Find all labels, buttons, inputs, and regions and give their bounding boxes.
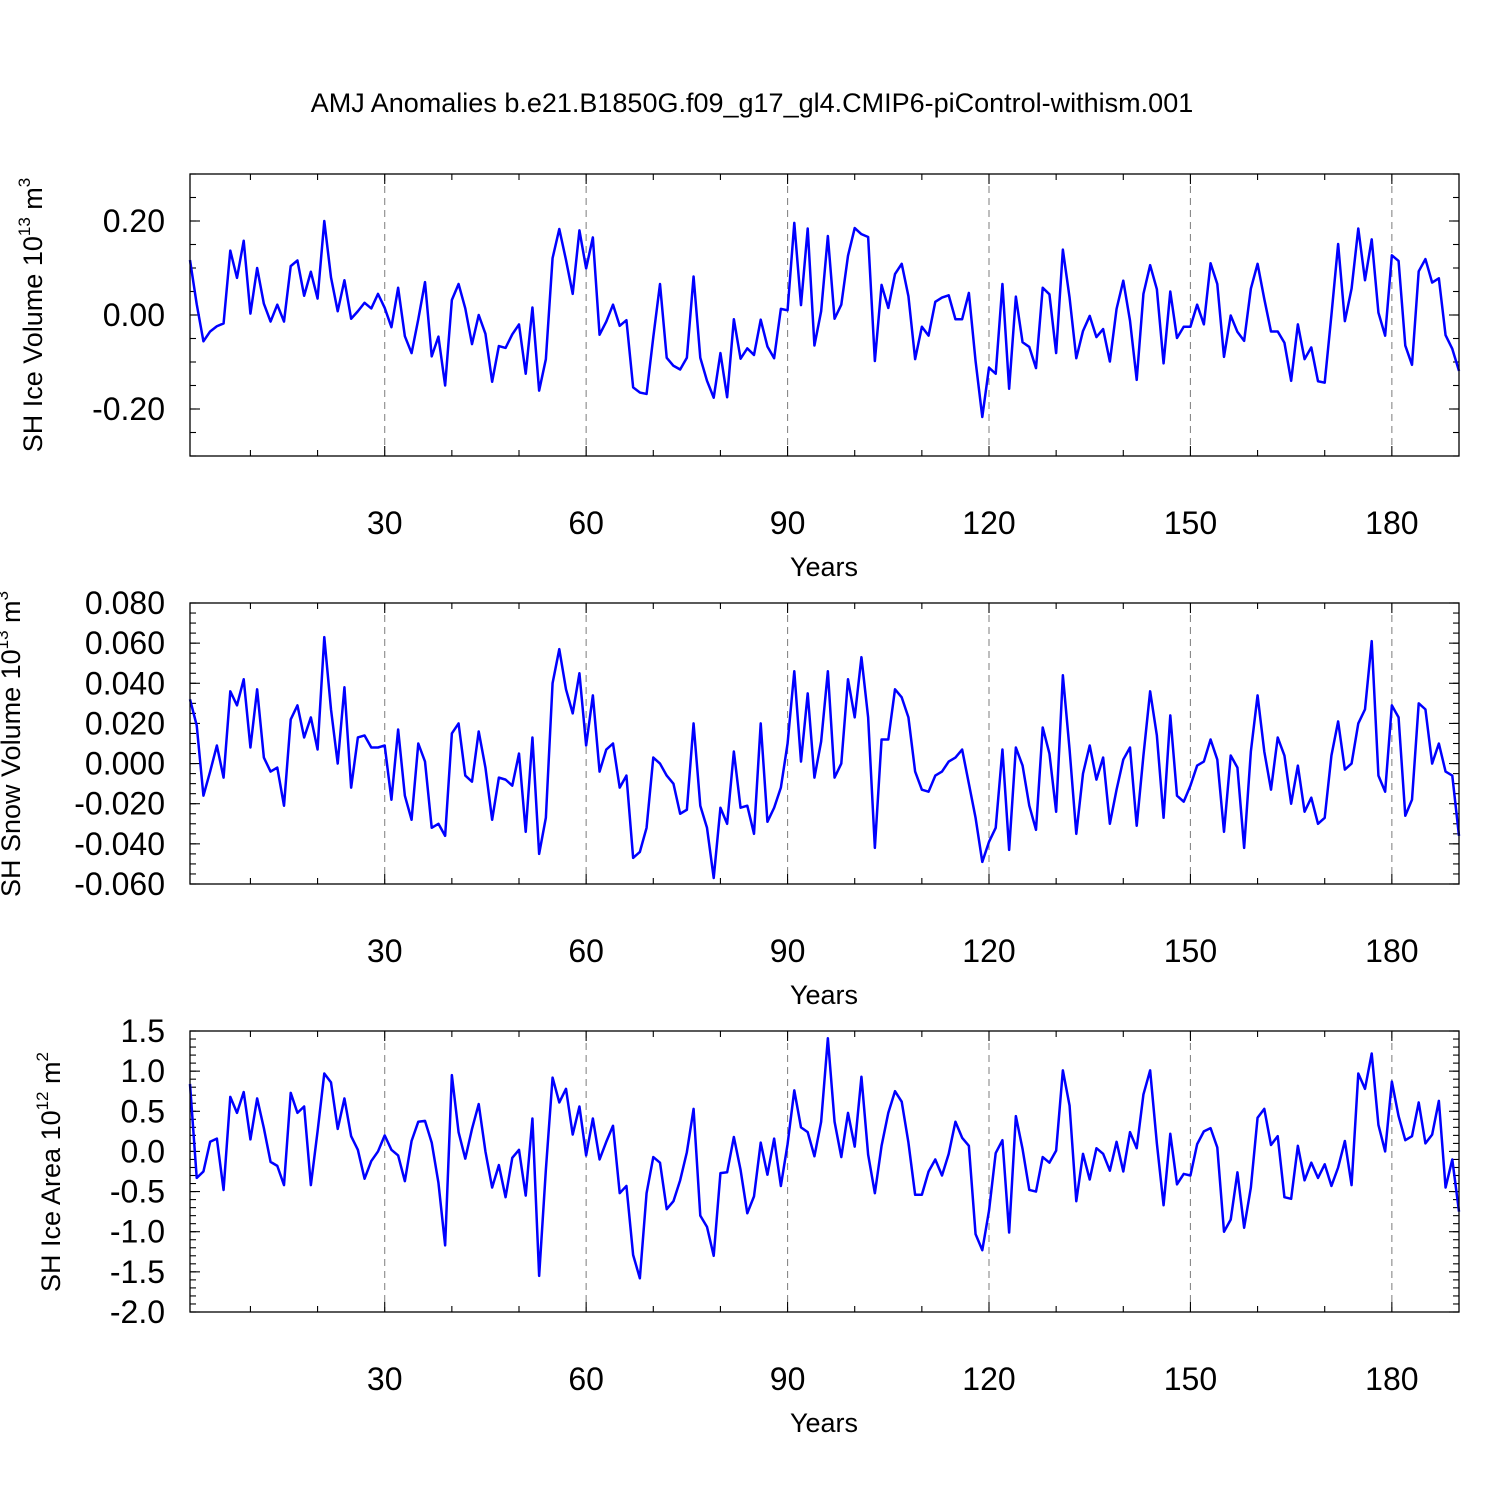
panel-snow-volume-frame <box>189 602 1460 885</box>
panel-snow-volume-series-line <box>188 635 1461 880</box>
panel-ice-volume-frame <box>189 173 1460 457</box>
panel-ice-volume-x-tick-label: 180 <box>1365 505 1418 541</box>
panel-ice-volume-y-tick-label: 0.00 <box>103 297 165 333</box>
panel-ice-area-y-tick-label: 1.5 <box>121 1013 165 1049</box>
panel-ice-volume-x-tick-label: 90 <box>770 505 806 541</box>
panel-ice-area-y-tick-label: 0.5 <box>121 1093 165 1129</box>
panel-ice-area-ylabel: SH Ice Area 1012 m2 <box>33 1052 66 1292</box>
panel-snow-volume-xlabel: Years <box>790 980 858 1010</box>
panel-ice-area-x-tick-label: 90 <box>770 1361 806 1397</box>
panel-snow-volume-y-tick-label: 0.080 <box>85 585 165 621</box>
panel-ice-volume-series-line <box>188 219 1461 419</box>
panel-snow-volume-y-tick-label: 0.000 <box>85 746 165 782</box>
panel-ice-area-y-tick-label: -0.5 <box>110 1174 165 1210</box>
panel-ice-area-x-tick-label: 120 <box>962 1361 1015 1397</box>
panel-ice-volume-x-tick-label: 150 <box>1164 505 1217 541</box>
panel-ice-area-y-tick-label: 1.0 <box>121 1053 165 1089</box>
panel-snow-volume-x-tick-label: 60 <box>568 933 604 969</box>
panel-snow-volume-y-tick-label: 0.020 <box>85 705 165 741</box>
panel-ice-volume-y-tick-label: -0.20 <box>92 391 165 427</box>
panel-ice-area-x-tick-label: 30 <box>367 1361 403 1397</box>
panel-ice-volume-xlabel: Years <box>790 552 858 582</box>
panel-ice-area-series-line <box>188 1036 1461 1280</box>
panel-snow-volume: SH Snow Volume 1013 m3 Years 30 60 90 120 15… <box>0 585 1461 1010</box>
panel-ice-volume-x-tick-label: 60 <box>568 505 604 541</box>
panel-snow-volume-ylabel: SH Snow Volume 1013 m3 <box>0 591 26 897</box>
panel-ice-area-y-tick-label: 0.0 <box>121 1133 165 1169</box>
panel-snow-volume-y-tick-label: -0.020 <box>74 786 165 822</box>
panel-ice-area-xlabel: Years <box>790 1408 858 1438</box>
panel-snow-volume-x-tick-label: 120 <box>962 933 1015 969</box>
panel-ice-area-y-tick-label: -1.5 <box>110 1254 165 1290</box>
panel-ice-area: SH Ice Area 1012 m2 Years 30 60 90 120 150 18… <box>33 1013 1461 1438</box>
panel-ice-area-frame <box>189 1030 1460 1313</box>
panel-snow-volume-y-tick-label: -0.060 <box>74 866 165 902</box>
panel-ice-volume-ylabel: SH Ice Volume 1013 m3 <box>15 178 48 453</box>
panel-ice-area-y-tick-label: -2.0 <box>110 1294 165 1330</box>
panel-ice-area-x-tick-label: 150 <box>1164 1361 1217 1397</box>
panel-ice-volume-x-tick-label: 30 <box>367 505 403 541</box>
panel-snow-volume-x-tick-label: 150 <box>1164 933 1217 969</box>
panel-snow-volume-y-tick-label: -0.040 <box>74 826 165 862</box>
panel-snow-volume-x-tick-label: 30 <box>367 933 403 969</box>
panel-snow-volume-y-tick-label: 0.040 <box>85 665 165 701</box>
panel-ice-volume-y-tick-label: 0.20 <box>103 203 165 239</box>
panel-snow-volume-x-tick-label: 180 <box>1365 933 1418 969</box>
figure-title: AMJ Anomalies b.e21.B1850G.f09_g17_gl4.C… <box>311 88 1193 118</box>
panel-ice-area-y-tick-label: -1.0 <box>110 1214 165 1250</box>
panel-snow-volume-y-tick-label: 0.060 <box>85 625 165 661</box>
panel-ice-area-x-tick-label: 180 <box>1365 1361 1418 1397</box>
panel-ice-volume-x-tick-label: 120 <box>962 505 1015 541</box>
panel-ice-area-x-tick-label: 60 <box>568 1361 604 1397</box>
panel-snow-volume-x-tick-label: 90 <box>770 933 806 969</box>
panel-ice-volume: SH Ice Volume 1013 m3 Years 30 60 90 120 150… <box>15 173 1461 582</box>
